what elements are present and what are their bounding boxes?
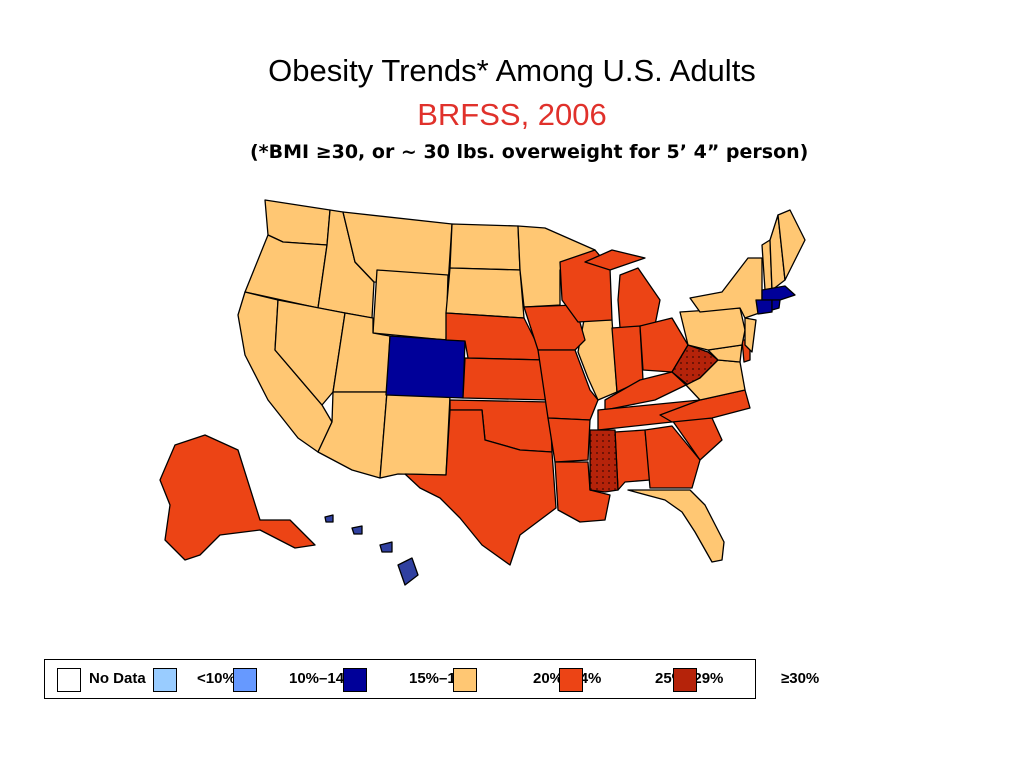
legend-swatch-15-19 <box>343 668 367 692</box>
legend-swatch-10-14 <box>233 668 257 692</box>
legend-swatch-gte30 <box>673 668 697 692</box>
state-nevada <box>274 299 346 406</box>
bmi-footnote: (*BMI ≥30, or ~ 30 lbs. overweight for 5… <box>250 141 809 163</box>
state-arkansas <box>547 417 591 463</box>
state-maine <box>777 209 806 281</box>
state-kansas <box>462 357 551 401</box>
legend-swatch-no-data <box>57 668 81 692</box>
state-pennsylvania <box>679 307 746 351</box>
state-minnesota <box>517 225 596 308</box>
state-alaska <box>159 434 316 561</box>
state-new-york <box>689 257 763 319</box>
state-hawaii <box>397 557 419 586</box>
state-michigan-upper <box>584 249 646 271</box>
state-new-jersey <box>744 317 757 353</box>
state-michigan <box>617 267 661 329</box>
state-georgia <box>644 425 701 489</box>
legend-swatch-lt10 <box>153 668 177 692</box>
us-obesity-map <box>159 199 806 586</box>
state-rhode-island <box>771 299 781 311</box>
state-arizona <box>317 391 388 479</box>
state-connecticut <box>755 299 773 315</box>
state-louisiana <box>554 461 611 523</box>
state-mississippi <box>589 429 619 493</box>
legend-label-gte30: ≥30% <box>781 670 820 687</box>
state-hawaii-maui <box>379 541 393 553</box>
legend-swatch-20-24 <box>453 668 477 692</box>
map-subtitle: BRFSS, 2006 <box>417 97 607 132</box>
legend-swatch-25-29 <box>559 668 583 692</box>
map-legend: No Data <10% 10%–14% 15%–19% 20%–24% 25%… <box>44 659 819 699</box>
state-new-mexico <box>379 391 451 479</box>
state-massachusetts <box>761 285 796 301</box>
state-hawaii-kauai <box>324 514 334 523</box>
state-florida <box>627 489 725 563</box>
state-wyoming <box>372 269 449 341</box>
state-hawaii-oahu <box>351 525 363 535</box>
map-title: Obesity Trends* Among U.S. Adults <box>268 53 756 88</box>
state-wisconsin <box>559 249 613 323</box>
legend-label-10-14: 10%–14% <box>289 670 358 687</box>
state-north-dakota <box>449 223 521 271</box>
state-colorado <box>385 335 466 399</box>
state-alabama <box>614 429 651 491</box>
legend-label-no-data: No Data <box>89 670 146 687</box>
state-texas <box>404 409 557 566</box>
state-south-dakota <box>445 267 525 319</box>
legend-label-lt10: <10% <box>197 670 236 687</box>
